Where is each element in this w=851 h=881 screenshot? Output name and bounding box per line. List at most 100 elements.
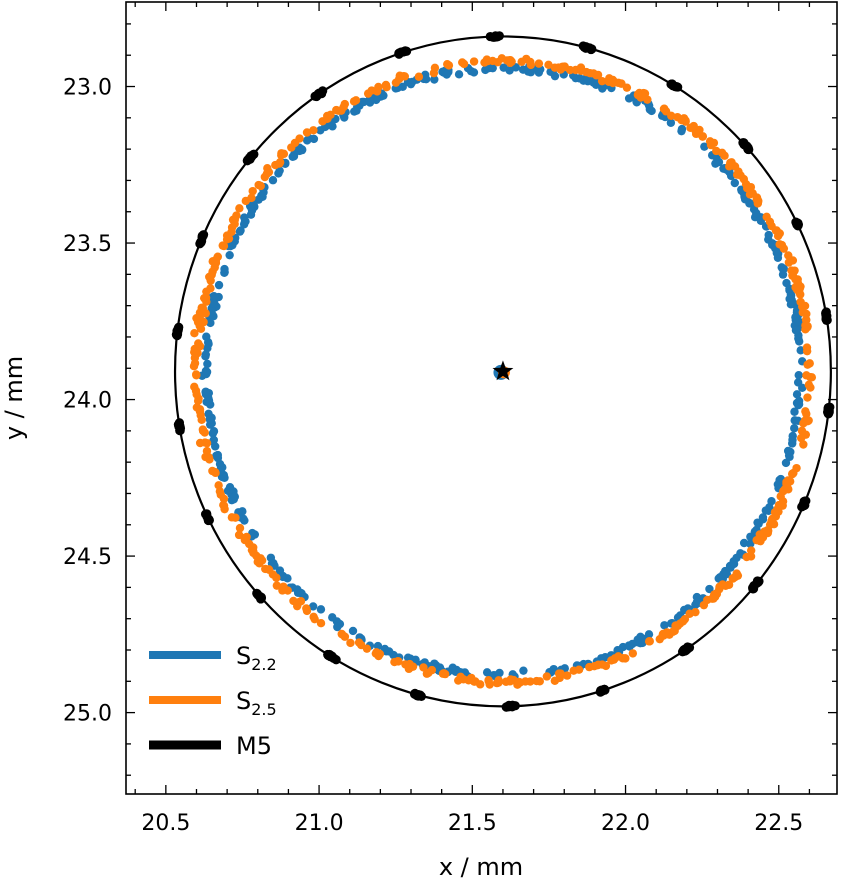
scatter-point — [476, 680, 485, 689]
scatter-point — [593, 70, 603, 80]
scatter-point — [246, 210, 256, 219]
scatter-point — [213, 450, 223, 460]
scatter-point — [559, 63, 569, 72]
scatter-point — [793, 279, 803, 288]
scatter-point — [800, 416, 810, 425]
scatter-point — [521, 677, 530, 686]
scatter-point — [782, 482, 792, 491]
x-tick-label: 22.0 — [601, 811, 650, 836]
scatter-point — [206, 284, 215, 293]
scatter-point — [329, 653, 339, 663]
scatter-point — [215, 487, 225, 496]
scatter-point — [346, 638, 355, 648]
scatter-point — [660, 621, 669, 630]
scatter-point — [788, 435, 797, 445]
scatter-point — [542, 672, 552, 681]
scatter-point — [764, 230, 773, 240]
legend-label: M5 — [236, 732, 272, 760]
scatter-point — [208, 267, 217, 276]
scatter-point — [671, 82, 682, 92]
scatter-point — [262, 169, 272, 178]
scatter-point — [268, 176, 278, 185]
scatter-point — [272, 581, 282, 590]
scatter-point — [469, 57, 479, 66]
scatter-point — [352, 106, 361, 115]
scatter-point — [348, 626, 358, 636]
scatter-point — [582, 67, 591, 77]
scatter-point — [562, 671, 572, 680]
scatter-point — [633, 90, 643, 100]
scatter-point — [224, 234, 234, 243]
scatter-point — [722, 570, 731, 579]
legend-subscript: 2.2 — [251, 655, 276, 674]
axis-ticks — [126, 2, 837, 794]
scatter-point — [534, 59, 544, 68]
scatter-point — [784, 451, 794, 460]
scatter-point — [205, 455, 214, 464]
scatter-point — [671, 621, 680, 630]
scatter-point — [792, 390, 802, 399]
scatter-point — [247, 193, 256, 203]
scatter-point — [192, 390, 201, 399]
scatter-point — [278, 586, 287, 595]
scatter-point — [316, 88, 326, 98]
scatter-point — [203, 343, 212, 353]
scatter-point — [550, 676, 560, 685]
scatter-point — [227, 513, 237, 522]
scatter-point — [726, 158, 735, 168]
scatter-point — [192, 403, 202, 412]
scatter-point — [277, 151, 286, 160]
scatter-point — [728, 574, 737, 583]
scatter-point — [532, 676, 541, 686]
scatter-point — [767, 221, 776, 231]
scatter-point — [597, 76, 607, 86]
scatter-point — [219, 494, 229, 504]
scatter-point — [485, 680, 494, 689]
scatter-point — [209, 299, 218, 308]
scatter-point — [326, 110, 335, 119]
scatter-point — [746, 532, 755, 541]
scatter-point — [487, 63, 497, 73]
scatter-point — [505, 55, 515, 65]
scatter-point — [768, 239, 777, 248]
scatter-point — [458, 58, 467, 67]
scatter-point — [442, 70, 451, 79]
scatter-point — [689, 121, 698, 131]
scatter-point — [644, 637, 654, 646]
scatter-point — [365, 95, 374, 105]
scatter-point — [614, 652, 623, 661]
scatter-point — [220, 264, 229, 274]
scatter-point — [278, 571, 288, 581]
scatter-point — [407, 77, 417, 87]
scatter-point — [409, 689, 420, 699]
scatter-point — [316, 619, 326, 628]
scatter-point — [775, 240, 784, 249]
scatter-point — [249, 543, 258, 552]
scatter-point — [720, 151, 729, 160]
scatter-point — [794, 400, 804, 409]
y-tick-label: 24.5 — [63, 545, 112, 570]
scatter-point — [803, 360, 812, 369]
scatter-point — [519, 666, 528, 675]
x-tick-label: 22.5 — [754, 811, 803, 836]
series-m5 — [171, 31, 835, 712]
scatter-point — [772, 248, 782, 258]
scatter-point — [803, 322, 812, 331]
scatter-point — [743, 144, 753, 155]
scatter-point — [794, 370, 803, 380]
scatter-point — [799, 440, 808, 449]
scatter-point — [235, 204, 244, 213]
scatter-point — [190, 328, 199, 338]
scatter-point — [337, 630, 347, 639]
scatter-point — [590, 661, 599, 671]
scatter-point — [755, 536, 765, 546]
scatter-point — [400, 72, 410, 81]
y-tick-label: 23.0 — [63, 76, 112, 101]
scatter-point — [505, 66, 514, 75]
plot-area — [171, 31, 835, 712]
x-tick-label: 21.0 — [295, 811, 344, 836]
scatter-point — [394, 657, 403, 666]
scatter-point — [729, 559, 739, 569]
scatter-point — [514, 677, 524, 687]
scatter-point — [290, 138, 300, 148]
